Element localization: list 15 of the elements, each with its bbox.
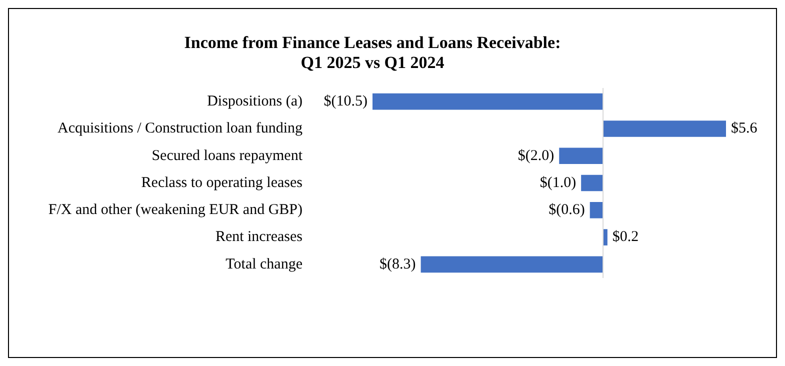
y-tick-label: Secured loans repayment — [152, 148, 304, 164]
data-label: $(1.0) — [540, 174, 576, 191]
data-label: $(8.3) — [380, 256, 416, 272]
y-tick-label: Total change — [226, 256, 303, 272]
y-tick-label: F/X and other (weakening EUR and GBP) — [48, 202, 302, 218]
data-label: $(10.5) — [324, 94, 368, 110]
y-tick-label: Acquisitions / Construction loan funding — [58, 120, 303, 137]
data-label: $(2.0) — [518, 148, 554, 164]
data-label: $5.6 — [731, 120, 758, 137]
y-tick-label: Reclass to operating leases — [141, 174, 303, 191]
data-label: $(0.6) — [548, 202, 585, 218]
data-label: $0.2 — [612, 229, 639, 246]
chart-title: Income from Finance Leases and Loans Receivable: Q1 2025 vs Q1 2024 — [184, 32, 561, 72]
y-tick-label: Rent increases — [215, 229, 303, 246]
y-tick-label: Dispositions (a) — [207, 94, 302, 110]
